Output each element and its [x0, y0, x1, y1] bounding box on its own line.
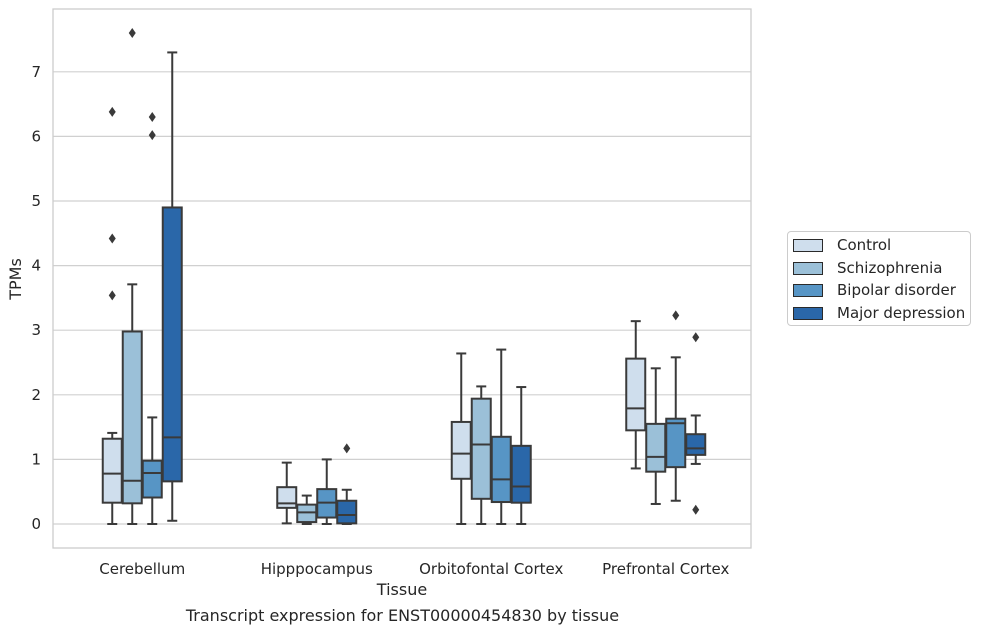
box-2-0 [141, 112, 163, 525]
x-tick-label-1: Hipppocampus [261, 560, 373, 578]
box-1-1 [296, 494, 318, 525]
box-2-1 [316, 458, 338, 525]
plot-frame [52, 8, 752, 549]
box-1-2 [470, 385, 492, 525]
outlier-point [128, 28, 136, 39]
box-1-0 [121, 28, 143, 525]
y-tick-label-6: 6 [31, 127, 41, 145]
chart-caption: Transcript expression for ENST0000045483… [185, 606, 620, 625]
box-0-2 [450, 352, 472, 525]
box-iqr [645, 422, 667, 473]
box-groups [101, 28, 707, 525]
legend-swatch-bipolar-disorder [793, 283, 823, 297]
box-iqr [470, 397, 492, 500]
box-2-3 [665, 310, 687, 502]
x-tick-label-2: Orbitofontal Cortex [419, 560, 563, 578]
box-3-2 [510, 386, 532, 525]
box-iqr [121, 330, 143, 505]
box-iqr [336, 499, 358, 525]
y-tick-label-7: 7 [31, 63, 41, 81]
legend-label-schizophrenia: Schizophrenia [837, 259, 943, 277]
box-0-0 [101, 106, 123, 525]
legend-label-bipolar-disorder: Bipolar disorder [837, 281, 956, 299]
box-iqr [101, 437, 123, 504]
box-iqr [161, 206, 183, 483]
legend-swatch-control [793, 238, 823, 252]
box-iqr [510, 444, 532, 504]
y-axis-label: TPMs [6, 258, 25, 301]
outlier-point [108, 233, 116, 244]
box-1-3 [645, 367, 667, 505]
legend-item-schizophrenia: Schizophrenia [793, 258, 942, 278]
legend-item-major-depression: Major depression [793, 303, 965, 323]
box-2-2 [490, 348, 512, 525]
legend-item-control: Control [793, 235, 891, 255]
outlier-point [148, 112, 156, 123]
box-iqr [625, 357, 647, 432]
box-iqr [276, 486, 298, 509]
x-axis-label: Tissue [376, 580, 427, 599]
box-3-0 [161, 51, 183, 522]
box-0-1 [276, 461, 298, 525]
legend-label-major-depression: Major depression [837, 304, 966, 322]
legend-swatch-schizophrenia [793, 261, 823, 275]
box-iqr [450, 420, 472, 480]
box-iqr [141, 459, 163, 499]
box-0-3 [625, 320, 647, 470]
box-iqr [685, 433, 707, 456]
box-iqr [490, 435, 512, 504]
box-3-1 [336, 443, 358, 525]
y-tick-label-2: 2 [31, 386, 41, 404]
legend-item-bipolar-disorder: Bipolar disorder [793, 280, 956, 300]
outlier-point [343, 443, 351, 454]
y-tick-label-3: 3 [31, 321, 41, 339]
y-tick-label-0: 0 [31, 515, 41, 533]
y-tick-labels: 0 1 2 3 4 5 6 7 [31, 63, 41, 533]
x-tick-label-0: Cerebellum [99, 560, 185, 578]
outlier-point [692, 504, 700, 515]
y-tick-label-4: 4 [31, 257, 41, 275]
y-tick-label-1: 1 [31, 450, 41, 468]
legend-label-control: Control [837, 236, 892, 254]
outlier-point [148, 130, 156, 141]
x-tick-label-3: Prefrontal Cortex [602, 560, 729, 578]
legend-swatch-major-depression [793, 306, 823, 320]
y-tick-label-5: 5 [31, 192, 41, 210]
x-tick-labels: Cerebellum Hipppocampus Orbitofontal Corte… [99, 560, 729, 578]
outlier-point [108, 106, 116, 117]
outlier-point [672, 310, 680, 321]
outlier-point [692, 332, 700, 343]
box-3-3 [685, 332, 707, 515]
outlier-point [108, 290, 116, 301]
box-iqr [665, 417, 687, 469]
legend: Control Schizophrenia Bipolar disorder M… [787, 231, 971, 326]
